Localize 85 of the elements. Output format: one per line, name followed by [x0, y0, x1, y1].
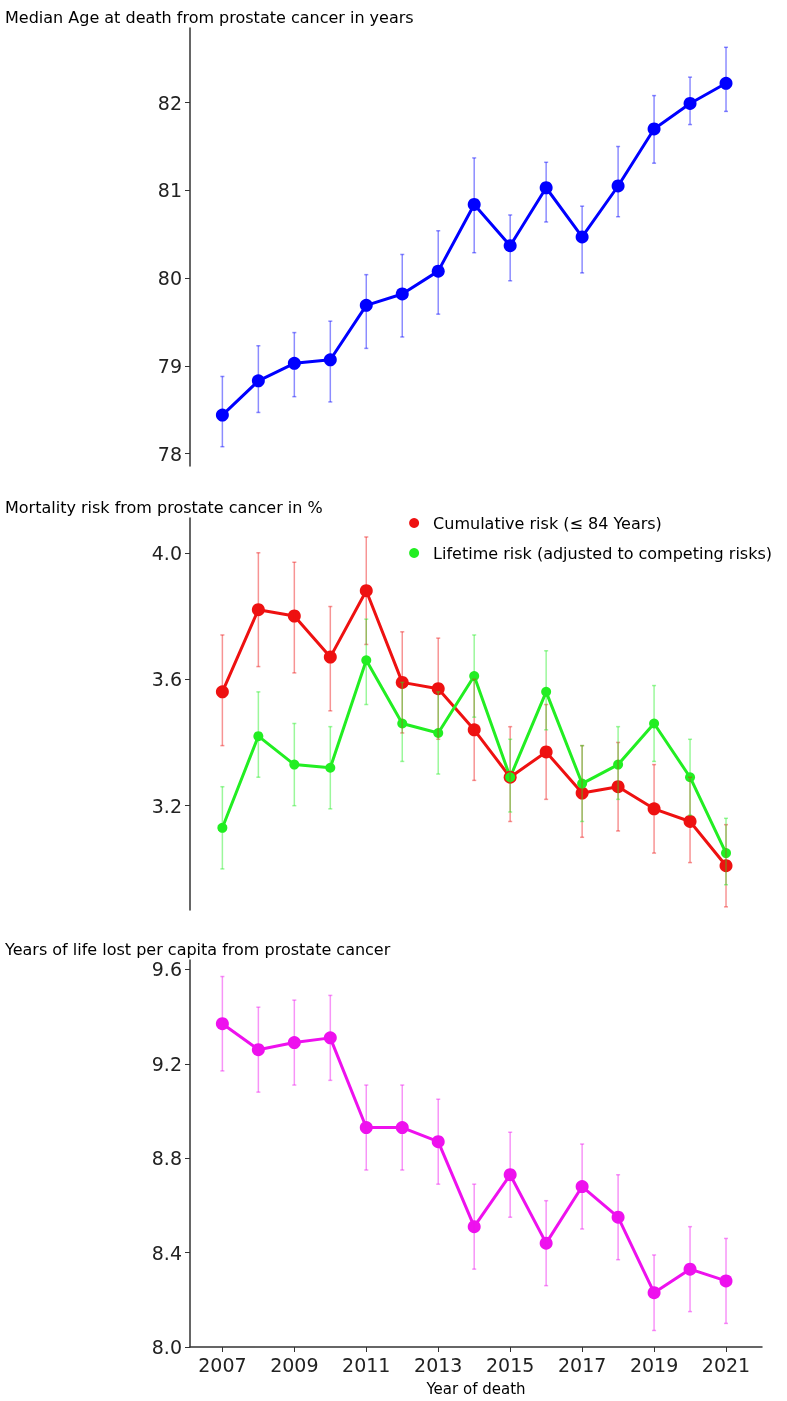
chart-title: Median Age at death from prostate cancer in years: [5, 7, 414, 27]
x-tick-label: 2011: [342, 1353, 391, 1376]
point: [613, 759, 624, 770]
chart-title: Years of life lost per capita from prostate cancer: [4, 939, 391, 959]
point: [719, 1274, 733, 1288]
point: [575, 786, 589, 800]
point: [577, 778, 588, 789]
point: [287, 1036, 301, 1050]
point: [575, 230, 589, 244]
point: [719, 859, 733, 873]
y-tick-label: 4.0: [151, 541, 182, 564]
point: [215, 1017, 229, 1031]
x-tick-label: 2015: [486, 1353, 535, 1376]
point: [683, 1262, 697, 1276]
point: [431, 682, 445, 696]
point: [719, 76, 733, 90]
legend-label: Cumulative risk (≤ 84 Years): [433, 513, 662, 533]
point: [467, 197, 481, 211]
point: [431, 1135, 445, 1149]
point: [397, 718, 408, 729]
point: [503, 1168, 517, 1182]
point: [503, 239, 517, 253]
legend-label: Lifetime risk (adjusted to competing risks): [433, 543, 772, 563]
point: [539, 181, 553, 195]
point: [721, 848, 732, 859]
point: [649, 718, 660, 729]
point: [683, 96, 697, 110]
point: [361, 655, 372, 666]
y-tick-label: 9.2: [151, 1052, 182, 1075]
y-tick-label: 9.6: [151, 958, 182, 981]
y-tick-label: 8.0: [151, 1336, 182, 1358]
point: [611, 780, 625, 794]
point: [323, 650, 337, 664]
point: [467, 1220, 481, 1234]
point: [251, 1043, 265, 1057]
x-tick-label: 2017: [557, 1353, 607, 1376]
y-tick-label: 79: [157, 354, 182, 377]
point: [395, 675, 409, 689]
x-axis-title: Year of death: [425, 1379, 526, 1398]
point: [647, 122, 661, 136]
point: [467, 723, 481, 737]
point: [287, 356, 301, 370]
x-tick-label: 2007: [198, 1353, 247, 1376]
point: [683, 814, 697, 828]
point: [539, 1236, 553, 1250]
point: [575, 1180, 589, 1194]
point: [685, 772, 696, 783]
point: [359, 298, 373, 312]
point: [289, 759, 300, 770]
point: [433, 727, 444, 738]
point: [253, 731, 264, 742]
point: [323, 1031, 337, 1045]
y-tick-label: 78: [157, 442, 182, 465]
y-tick-label: 3.2: [151, 794, 182, 817]
x-tick-label: 2021: [701, 1353, 751, 1376]
y-tick-label: 8.4: [151, 1241, 182, 1264]
point: [215, 685, 229, 699]
point: [215, 408, 229, 422]
x-tick-label: 2013: [414, 1353, 463, 1376]
point: [395, 287, 409, 301]
point: [647, 1286, 661, 1300]
y-tick-label: 8.8: [151, 1147, 182, 1170]
point: [647, 802, 661, 816]
point: [431, 264, 445, 278]
point: [539, 745, 553, 759]
point: [359, 584, 373, 598]
y-tick-label: 3.6: [151, 668, 182, 691]
point: [251, 603, 265, 617]
point: [323, 353, 337, 367]
point: [287, 609, 301, 623]
point: [359, 1121, 373, 1135]
x-tick-label: 2019: [629, 1353, 679, 1376]
y-tick-label: 81: [157, 179, 182, 202]
point: [251, 374, 265, 388]
point: [395, 1121, 409, 1135]
point: [217, 822, 228, 833]
x-tick-label: 2009: [270, 1353, 319, 1376]
point: [541, 686, 552, 697]
y-tick-label: 82: [157, 91, 182, 114]
point: [469, 671, 480, 682]
y-tick-label: 80: [157, 267, 182, 290]
point: [325, 762, 336, 773]
point: [611, 1210, 625, 1224]
point: [611, 179, 625, 193]
chart-title: Mortality risk from prostate cancer in %: [5, 497, 323, 517]
